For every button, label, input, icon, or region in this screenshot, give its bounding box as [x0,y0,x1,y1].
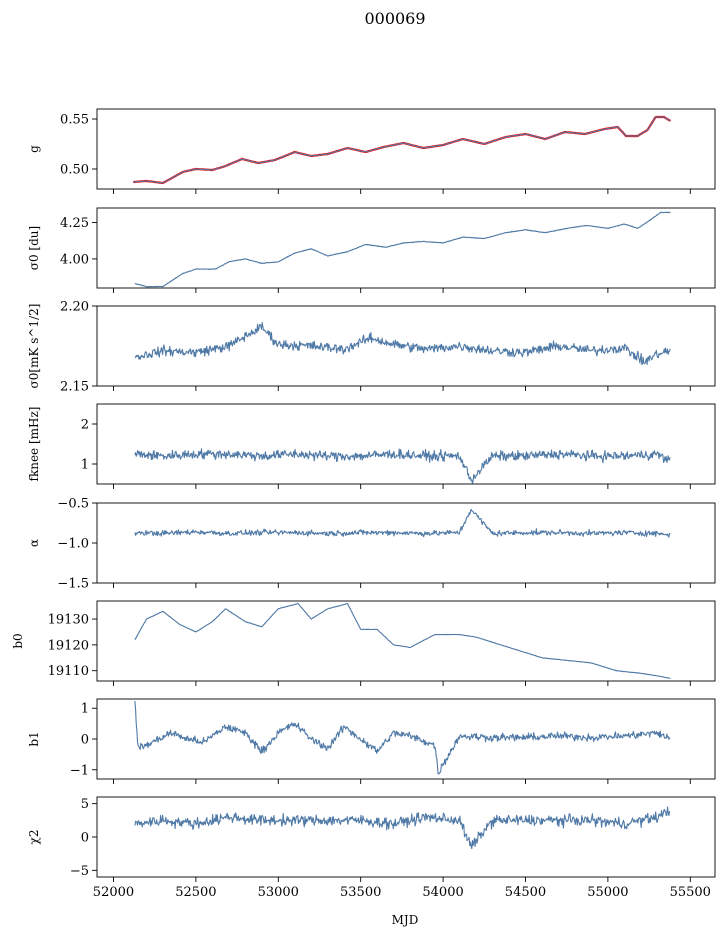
y-tick-label: 19130 [48,613,89,628]
panel-sigma0-du: 4.00 4.25 σ0 [du] [27,207,716,293]
y-tick-label: 2.20 [60,300,89,315]
y-tick-label: 0 [81,733,89,748]
series-line-sigma0-mk [134,322,671,366]
x-tick-label: 54500 [505,885,546,900]
y-axis-label: fknee [mHz] [27,407,41,482]
panel-fknee: 1 2 fknee [mHz] [27,403,716,489]
axes-frame [96,698,716,780]
series-line-chi2 [134,806,671,850]
y-tick-label: 0 [81,831,89,846]
y-tick-label: 4.25 [60,216,89,231]
axes-frame [96,502,716,584]
y-tick-label: 19120 [48,638,89,653]
axes-frame [96,207,716,289]
y-tick-label: 1 [81,458,89,473]
y-tick-label: −0.5 [57,497,89,512]
x-tick-label: 52500 [175,885,216,900]
y-tick-label: 0.50 [60,163,89,178]
axes-frame [96,108,716,190]
figure-title: 000069 [364,9,425,28]
panel-alpha: −1.5 −1.0 −0.5 α [27,497,716,592]
y-tick-label: 19110 [48,664,89,679]
panels: 0.50 0.55 g 4.00 4.25 σ0 [du] 2.15 2.20 σ0[mK s^… [11,108,716,900]
x-axis-label: MJD [392,913,419,927]
panel-chi2: −5 0 5 52000 52500 53000 53500 54000 54500 55000 5… [27,796,716,900]
y-tick-label: 2.15 [60,380,89,395]
series-line-b1 [134,700,671,775]
axes-frame [96,305,716,387]
y-axis-label: b0 [11,633,25,648]
panel-sigma0-mk: 2.15 2.20 σ0[mK s^1/2] [27,300,716,395]
y-tick-label: −1 [70,763,89,778]
y-axis-label: α [27,539,41,547]
y-tick-label: 4.00 [60,252,89,267]
series-line-sigma0-du [134,211,671,288]
y-axis-label: b1 [27,731,41,746]
x-tick-label: 53500 [340,885,381,900]
panel-b1: −1 0 1 b1 [27,698,716,784]
y-tick-label: −1.0 [57,537,89,552]
axes-frame [96,403,716,485]
x-tick-label: 53000 [258,885,299,900]
y-tick-label: −5 [70,864,89,879]
series-line-g-overlay [133,116,671,184]
y-axis-label: g [27,145,41,153]
series-line-g [133,116,671,184]
series-line-b0 [134,603,671,680]
series-line-alpha [134,508,671,538]
axes-frame [96,796,716,878]
y-tick-label: 2 [81,418,89,433]
axes-frame [96,600,716,682]
y-tick-label: −1.5 [57,577,89,592]
y-tick-label: 0.55 [60,113,89,128]
y-tick-label: 1 [81,702,89,717]
y-axis-label: χ2 [27,830,41,845]
x-tick-label: 54000 [422,885,463,900]
x-tick-label: 52000 [93,885,134,900]
series-line-fknee [134,448,671,484]
y-axis-label: σ0 [du] [27,226,41,270]
panel-b0: 19110 19120 19130 b0 [11,600,716,686]
y-tick-label: 5 [81,797,89,812]
x-tick-label: 55000 [587,885,628,900]
x-tick-label: 55500 [670,885,711,900]
series-line-g-model [133,115,672,185]
panel-g: 0.50 0.55 g [27,108,716,194]
y-axis-label: σ0[mK s^1/2] [27,304,41,389]
